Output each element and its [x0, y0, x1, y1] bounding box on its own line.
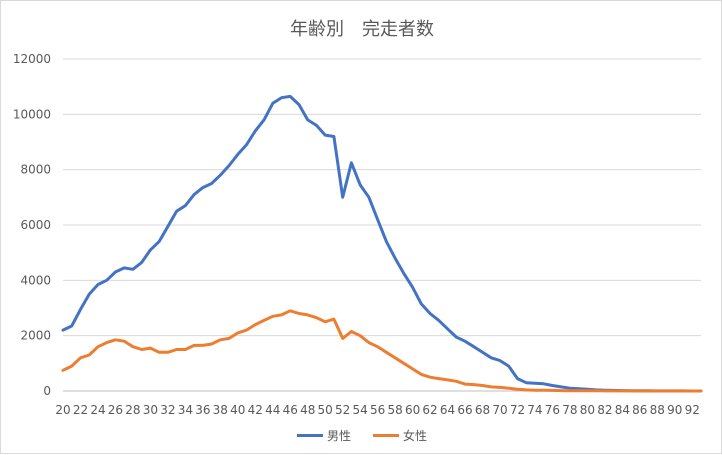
x-tick-label: 34: [178, 403, 193, 417]
y-tick-label: 0: [43, 384, 51, 398]
x-tick-label: 80: [580, 403, 595, 417]
x-tick-label: 48: [300, 403, 315, 417]
x-tick-label: 46: [283, 403, 298, 417]
x-tick-label: 78: [562, 403, 577, 417]
x-tick-label: 38: [213, 403, 228, 417]
y-tick-label: 4000: [20, 273, 51, 287]
x-tick-label: 90: [667, 403, 682, 417]
x-tick-label: 30: [143, 403, 158, 417]
legend-label-female: 女性: [403, 429, 428, 443]
y-tick-label: 10000: [13, 107, 51, 121]
x-tick-label: 32: [160, 403, 175, 417]
y-tick-label: 8000: [20, 163, 51, 177]
x-tick-label: 62: [422, 403, 437, 417]
x-tick-label: 88: [650, 403, 665, 417]
x-tick-label: 44: [265, 403, 280, 417]
x-tick-label: 58: [387, 403, 402, 417]
x-tick-label: 22: [73, 403, 88, 417]
y-tick-label: 6000: [20, 218, 51, 232]
x-tick-label: 66: [457, 403, 472, 417]
legend-label-male: 男性: [326, 429, 351, 443]
series-line-male: [61, 94, 703, 393]
x-tick-label: 36: [195, 403, 210, 417]
x-tick-label: 28: [125, 403, 140, 417]
x-tick-label: 26: [108, 403, 123, 417]
x-tick-label: 76: [545, 403, 560, 417]
x-tick-label: 56: [370, 403, 385, 417]
x-tick-label: 40: [230, 403, 245, 417]
y-tick-label: 2000: [20, 329, 51, 343]
x-tick-label: 52: [335, 403, 350, 417]
x-tick-label: 24: [90, 403, 105, 417]
x-tick-label: 70: [492, 403, 507, 417]
x-tick-label: 68: [475, 403, 490, 417]
legend-item-male: 男性: [296, 427, 351, 444]
x-tick-label: 54: [353, 403, 368, 417]
x-tick-label: 72: [510, 403, 525, 417]
x-tick-label: 92: [685, 403, 700, 417]
legend: 男性 女性: [1, 427, 722, 444]
x-tick-label: 84: [615, 403, 630, 417]
x-tick-label: 50: [318, 403, 333, 417]
x-tick-label: 20: [55, 403, 70, 417]
legend-item-female: 女性: [373, 427, 427, 444]
series-line-female: [61, 309, 703, 393]
chart-title: 年齢別 完走者数: [290, 19, 434, 40]
x-tick-label: 86: [632, 403, 647, 417]
x-tick-label: 64: [440, 403, 455, 417]
legend-swatch-female: [373, 434, 399, 437]
legend-swatch-male: [296, 434, 323, 437]
x-tick-label: 82: [597, 403, 612, 417]
x-tick-label: 60: [405, 403, 420, 417]
x-tick-label: 42: [248, 403, 263, 417]
y-tick-label: 12000: [13, 52, 51, 66]
x-tick-label: 74: [527, 403, 542, 417]
